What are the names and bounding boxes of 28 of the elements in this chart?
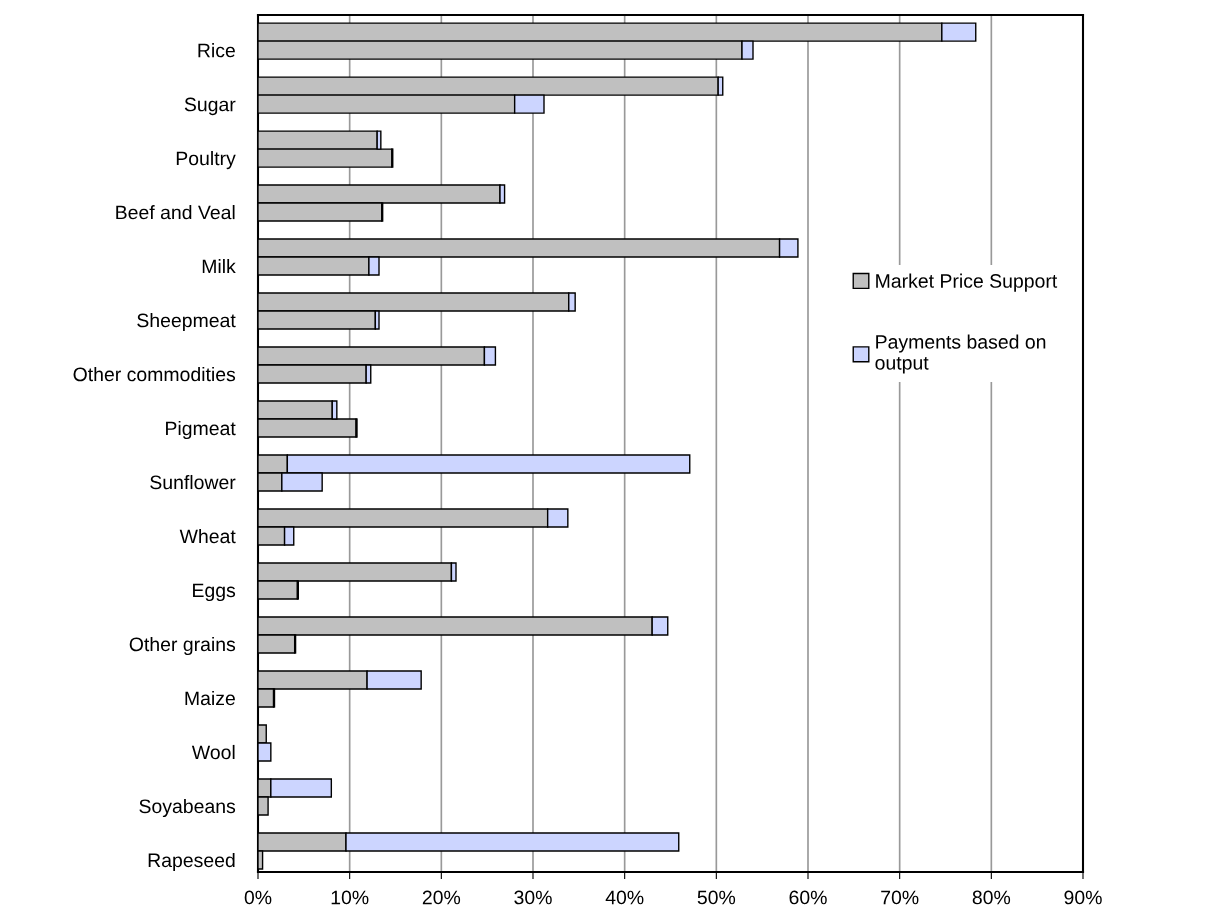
x-tick-label: 90% [1064,890,1102,905]
y-tick-label: Pigmeat [166,420,236,440]
x-tick-label: 70% [881,890,919,905]
x-tick-label: 20% [422,890,461,905]
y-tick-label: Milk [202,259,236,274]
y-tick-label: Wool [191,744,235,760]
y-tick-label: Sugar [184,97,236,116]
y-tick-label: Soyabeans [139,798,236,818]
x-tick-label: 50% [697,890,736,905]
y-tick-label: Beef and Veal [116,205,235,220]
y-tick-label: Rapeseed [148,852,235,872]
y-tick-label: Rice [198,43,235,58]
y-tick-label: Maize [185,690,235,706]
x-tick-label: 30% [514,890,552,905]
x-tick-label: 40% [605,890,644,905]
y-tick-label: Sunflower [150,474,236,490]
legend-label: Market Price Support [876,273,1058,292]
x-tick-label: 60% [789,890,827,905]
y-tick-label: Wheat [179,528,236,544]
x-tick-label: 80% [972,890,1011,905]
y-tick-label: Poultry [176,151,236,170]
y-tick-label: Other commodities [73,366,236,382]
y-tick-label: Eggs [193,583,236,602]
x-tick-label: 0% [244,890,272,905]
y-tick-label: Other grains [129,636,236,656]
y-tick-label: Sheepmeat [137,313,236,332]
x-tick-label: 10% [331,890,369,905]
legend-label: Payments based on output [875,334,1046,374]
